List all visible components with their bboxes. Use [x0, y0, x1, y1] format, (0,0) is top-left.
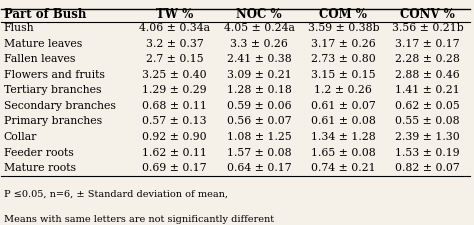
Text: Tertiary branches: Tertiary branches [4, 86, 101, 95]
Text: 0.69 ± 0.17: 0.69 ± 0.17 [142, 163, 207, 173]
Text: 2.73 ± 0.80: 2.73 ± 0.80 [311, 54, 376, 64]
Text: Mature leaves: Mature leaves [4, 39, 82, 49]
Text: COM %: COM % [319, 8, 367, 21]
Text: 2.39 ± 1.30: 2.39 ± 1.30 [395, 132, 460, 142]
Text: 0.64 ± 0.17: 0.64 ± 0.17 [227, 163, 292, 173]
Text: 1.34 ± 1.28: 1.34 ± 1.28 [311, 132, 376, 142]
Text: 0.61 ± 0.07: 0.61 ± 0.07 [311, 101, 376, 111]
Text: Part of Bush: Part of Bush [4, 8, 86, 21]
Text: 1.62 ± 0.11: 1.62 ± 0.11 [142, 148, 207, 157]
Text: 3.25 ± 0.40: 3.25 ± 0.40 [142, 70, 207, 80]
Text: 4.05 ± 0.24a: 4.05 ± 0.24a [224, 23, 294, 33]
Text: 3.09 ± 0.21: 3.09 ± 0.21 [227, 70, 292, 80]
Text: Primary branches: Primary branches [4, 117, 102, 126]
Text: 0.61 ± 0.08: 0.61 ± 0.08 [311, 117, 376, 126]
Text: TW %: TW % [156, 8, 193, 21]
Text: 1.29 ± 0.29: 1.29 ± 0.29 [142, 86, 207, 95]
Text: 3.3 ± 0.26: 3.3 ± 0.26 [230, 39, 288, 49]
Text: 0.57 ± 0.13: 0.57 ± 0.13 [142, 117, 207, 126]
Text: 2.28 ± 0.28: 2.28 ± 0.28 [395, 54, 460, 64]
Text: 2.88 ± 0.46: 2.88 ± 0.46 [395, 70, 460, 80]
Text: NOC %: NOC % [236, 8, 282, 21]
Text: 1.08 ± 1.25: 1.08 ± 1.25 [227, 132, 292, 142]
Text: 1.41 ± 0.21: 1.41 ± 0.21 [395, 86, 460, 95]
Text: 2.41 ± 0.38: 2.41 ± 0.38 [227, 54, 292, 64]
Text: Flush: Flush [4, 23, 34, 33]
Text: 1.53 ± 0.19: 1.53 ± 0.19 [395, 148, 460, 157]
Text: Means with same letters are not significantly different: Means with same letters are not signific… [4, 215, 274, 224]
Text: 3.15 ± 0.15: 3.15 ± 0.15 [311, 70, 375, 80]
Text: 0.68 ± 0.11: 0.68 ± 0.11 [142, 101, 207, 111]
Text: 0.59 ± 0.06: 0.59 ± 0.06 [227, 101, 292, 111]
Text: Collar: Collar [4, 132, 37, 142]
Text: 3.59 ± 0.38b: 3.59 ± 0.38b [308, 23, 379, 33]
Text: 3.17 ± 0.26: 3.17 ± 0.26 [311, 39, 376, 49]
Text: Secondary branches: Secondary branches [4, 101, 116, 111]
Text: 3.56 ± 0.21b: 3.56 ± 0.21b [392, 23, 464, 33]
Text: 0.62 ± 0.05: 0.62 ± 0.05 [395, 101, 460, 111]
Text: 3.17 ± 0.17: 3.17 ± 0.17 [395, 39, 460, 49]
Text: CONV %: CONV % [400, 8, 455, 21]
Text: Mature roots: Mature roots [4, 163, 76, 173]
Text: Fallen leaves: Fallen leaves [4, 54, 75, 64]
Text: 1.57 ± 0.08: 1.57 ± 0.08 [227, 148, 292, 157]
Text: Feeder roots: Feeder roots [4, 148, 73, 157]
Text: P ≤0.05, n=6, ± Standard deviation of mean,: P ≤0.05, n=6, ± Standard deviation of me… [4, 189, 228, 198]
Text: 3.2 ± 0.37: 3.2 ± 0.37 [146, 39, 203, 49]
Text: 1.2 ± 0.26: 1.2 ± 0.26 [314, 86, 372, 95]
Text: 1.28 ± 0.18: 1.28 ± 0.18 [227, 86, 292, 95]
Text: 0.74 ± 0.21: 0.74 ± 0.21 [311, 163, 375, 173]
Text: 0.55 ± 0.08: 0.55 ± 0.08 [395, 117, 460, 126]
Text: 2.7 ± 0.15: 2.7 ± 0.15 [146, 54, 203, 64]
Text: Flowers and fruits: Flowers and fruits [4, 70, 105, 80]
Text: 4.06 ± 0.34a: 4.06 ± 0.34a [139, 23, 210, 33]
Text: 0.82 ± 0.07: 0.82 ± 0.07 [395, 163, 460, 173]
Text: 0.56 ± 0.07: 0.56 ± 0.07 [227, 117, 292, 126]
Text: 1.65 ± 0.08: 1.65 ± 0.08 [311, 148, 376, 157]
Text: 0.92 ± 0.90: 0.92 ± 0.90 [142, 132, 207, 142]
